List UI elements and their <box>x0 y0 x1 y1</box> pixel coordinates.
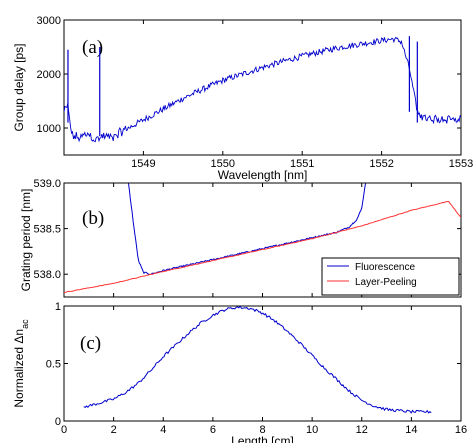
y-tick-label: 0.5 <box>46 359 61 371</box>
y-axis-label: Normalized Δnac <box>12 319 30 408</box>
x-tick-label: 1549 <box>131 158 155 170</box>
plot-frame <box>63 19 462 156</box>
x-tick-label: 16 <box>455 424 467 436</box>
x-tick-label: 2 <box>111 424 117 436</box>
y-tick-label: 539.0 <box>33 178 61 190</box>
x-tick-label: 0 <box>61 424 67 436</box>
x-tick-label: 1552 <box>369 158 393 170</box>
data-layer <box>83 306 432 414</box>
panel-letter: (a) <box>82 37 103 58</box>
x-tick-label: 14 <box>405 424 417 436</box>
legend-label: Layer-Peeling <box>355 277 417 288</box>
y-axis-label-subscript: ac <box>20 319 30 329</box>
y-tick-label: 538.5 <box>33 224 61 236</box>
y-tick-label: 3000 <box>37 15 61 27</box>
y-tick-label: 538.0 <box>33 269 61 281</box>
y-axis-label: Grating period [nm] <box>19 189 33 292</box>
x-tick-label: 1553 <box>449 158 473 170</box>
legend: Fluorescence Layer-Peeling <box>321 257 460 296</box>
data-layer <box>64 183 461 293</box>
y-axis-label: Group delay [ps] <box>12 43 26 131</box>
panel-letter: (c) <box>80 333 101 354</box>
data-layer <box>64 36 461 143</box>
x-axis-label: Length [cm] <box>231 434 294 443</box>
chart-panel-1: 1000 2000 3000 1549 1550 1551 1552 1553 Waveleng… <box>12 15 473 182</box>
series-line-2 <box>64 200 461 293</box>
y-tick-label: 1 <box>55 301 61 313</box>
y-tick-label: 1000 <box>37 123 61 135</box>
series-line-1 <box>83 306 432 414</box>
y-tick-label: 0 <box>55 416 61 428</box>
x-tick-label: 10 <box>306 424 318 436</box>
series-line-1 <box>128 183 366 276</box>
y-tick-label: 2000 <box>37 69 61 81</box>
x-tick-label: 12 <box>356 424 368 436</box>
x-tick-label: 8 <box>259 424 265 436</box>
legend-box <box>321 257 460 296</box>
legend-label: Fluorescence <box>355 262 415 273</box>
x-tick-label: 6 <box>210 424 216 436</box>
plot-frame <box>63 305 462 422</box>
panel-letter: (b) <box>82 208 104 229</box>
x-axis-label: Wavelength [nm] <box>218 168 308 182</box>
x-tick-label: 1551 <box>290 158 314 170</box>
x-tick-label: 4 <box>160 424 166 436</box>
x-tick-label: 1550 <box>211 158 235 170</box>
series-line-1 <box>64 36 461 143</box>
